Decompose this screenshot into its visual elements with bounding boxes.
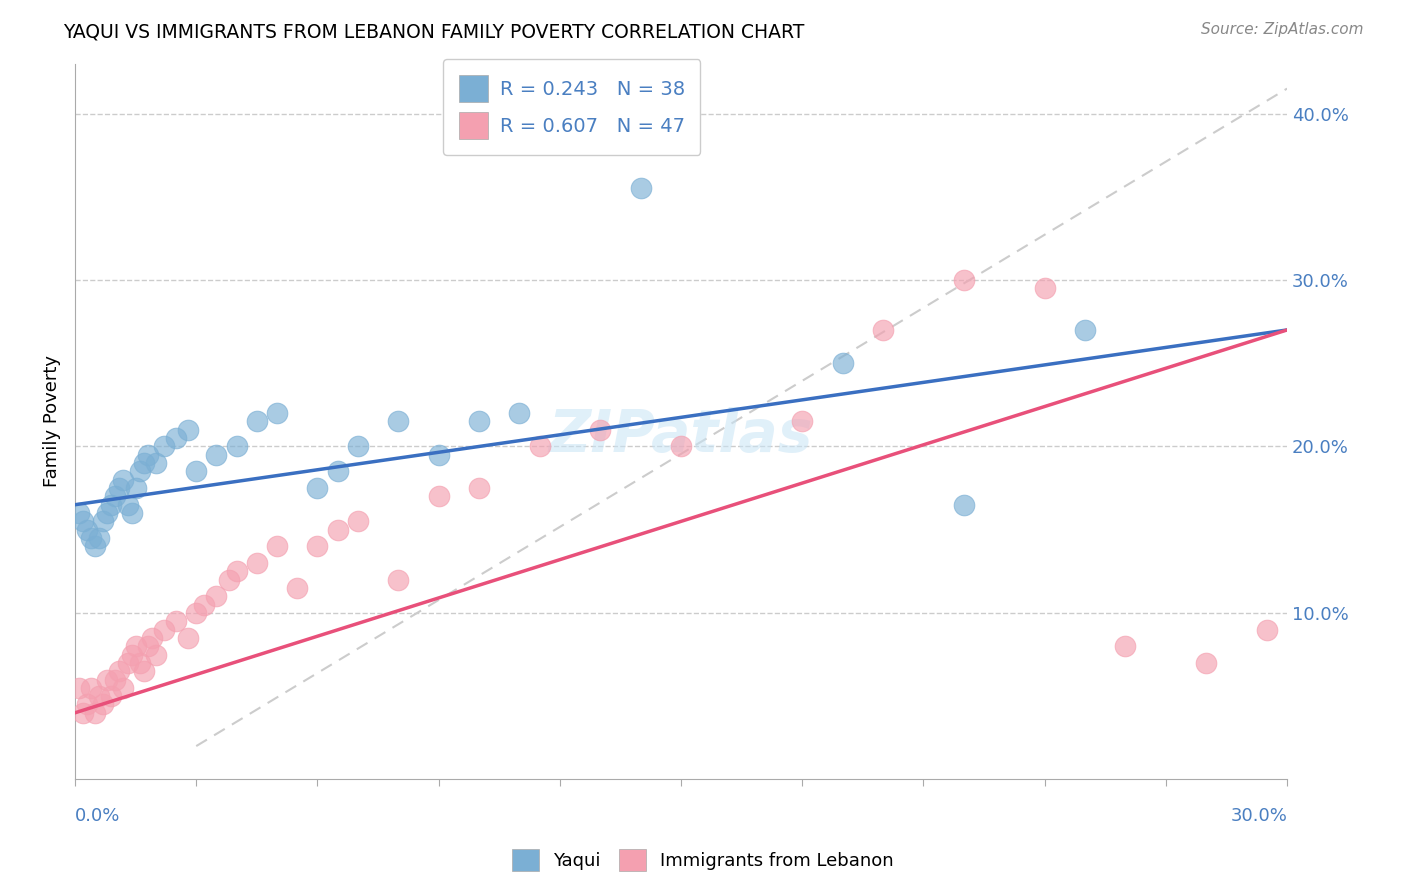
Point	[177, 423, 200, 437]
Point	[346, 440, 368, 454]
Point	[1033, 281, 1056, 295]
Point	[792, 415, 814, 429]
Point	[108, 664, 131, 678]
Point	[112, 681, 135, 695]
Point	[84, 706, 107, 720]
Point	[108, 481, 131, 495]
Point	[124, 639, 146, 653]
Point	[121, 506, 143, 520]
Point	[67, 506, 90, 520]
Point	[669, 440, 692, 454]
Point	[153, 440, 176, 454]
Point	[104, 490, 127, 504]
Point	[89, 689, 111, 703]
Point	[186, 606, 208, 620]
Text: ZIPatlas: ZIPatlas	[548, 408, 813, 465]
Point	[326, 523, 349, 537]
Point	[132, 664, 155, 678]
Point	[76, 523, 98, 537]
Point	[128, 465, 150, 479]
Point	[89, 531, 111, 545]
Point	[427, 490, 450, 504]
Point	[76, 698, 98, 712]
Y-axis label: Family Poverty: Family Poverty	[44, 356, 60, 488]
Point	[589, 423, 612, 437]
Text: 0.0%: 0.0%	[75, 806, 121, 824]
Point	[468, 415, 491, 429]
Point	[91, 698, 114, 712]
Point	[246, 556, 269, 570]
Point	[1074, 323, 1097, 337]
Point	[225, 440, 247, 454]
Point	[67, 681, 90, 695]
Point	[205, 448, 228, 462]
Point	[205, 589, 228, 603]
Point	[177, 631, 200, 645]
Point	[193, 598, 215, 612]
Point	[124, 481, 146, 495]
Point	[387, 415, 409, 429]
Point	[630, 181, 652, 195]
Point	[1256, 623, 1278, 637]
Point	[246, 415, 269, 429]
Text: YAQUI VS IMMIGRANTS FROM LEBANON FAMILY POVERTY CORRELATION CHART: YAQUI VS IMMIGRANTS FROM LEBANON FAMILY …	[63, 22, 804, 41]
Legend: Yaqui, Immigrants from Lebanon: Yaqui, Immigrants from Lebanon	[505, 842, 901, 879]
Text: Source: ZipAtlas.com: Source: ZipAtlas.com	[1201, 22, 1364, 37]
Point	[953, 498, 976, 512]
Point	[266, 539, 288, 553]
Point	[346, 514, 368, 528]
Point	[953, 273, 976, 287]
Point	[285, 581, 308, 595]
Point	[468, 481, 491, 495]
Text: 30.0%: 30.0%	[1230, 806, 1286, 824]
Point	[72, 514, 94, 528]
Point	[80, 531, 103, 545]
Point	[508, 406, 530, 420]
Point	[141, 631, 163, 645]
Point	[84, 539, 107, 553]
Point	[1195, 656, 1218, 670]
Point	[96, 506, 118, 520]
Point	[121, 648, 143, 662]
Point	[132, 456, 155, 470]
Point	[186, 465, 208, 479]
Point	[100, 498, 122, 512]
Point	[145, 648, 167, 662]
Point	[1114, 639, 1136, 653]
Point	[100, 689, 122, 703]
Point	[427, 448, 450, 462]
Point	[529, 440, 551, 454]
Point	[307, 481, 329, 495]
Point	[266, 406, 288, 420]
Point	[218, 573, 240, 587]
Point	[117, 498, 139, 512]
Point	[80, 681, 103, 695]
Point	[831, 356, 853, 370]
Point	[104, 673, 127, 687]
Point	[165, 431, 187, 445]
Point	[128, 656, 150, 670]
Point	[307, 539, 329, 553]
Point	[145, 456, 167, 470]
Point	[117, 656, 139, 670]
Point	[136, 639, 159, 653]
Point	[387, 573, 409, 587]
Point	[112, 473, 135, 487]
Point	[326, 465, 349, 479]
Point	[96, 673, 118, 687]
Point	[91, 514, 114, 528]
Point	[136, 448, 159, 462]
Point	[225, 564, 247, 578]
Point	[72, 706, 94, 720]
Legend: R = 0.243   N = 38, R = 0.607   N = 47: R = 0.243 N = 38, R = 0.607 N = 47	[443, 59, 700, 155]
Point	[165, 614, 187, 628]
Point	[872, 323, 894, 337]
Point	[153, 623, 176, 637]
